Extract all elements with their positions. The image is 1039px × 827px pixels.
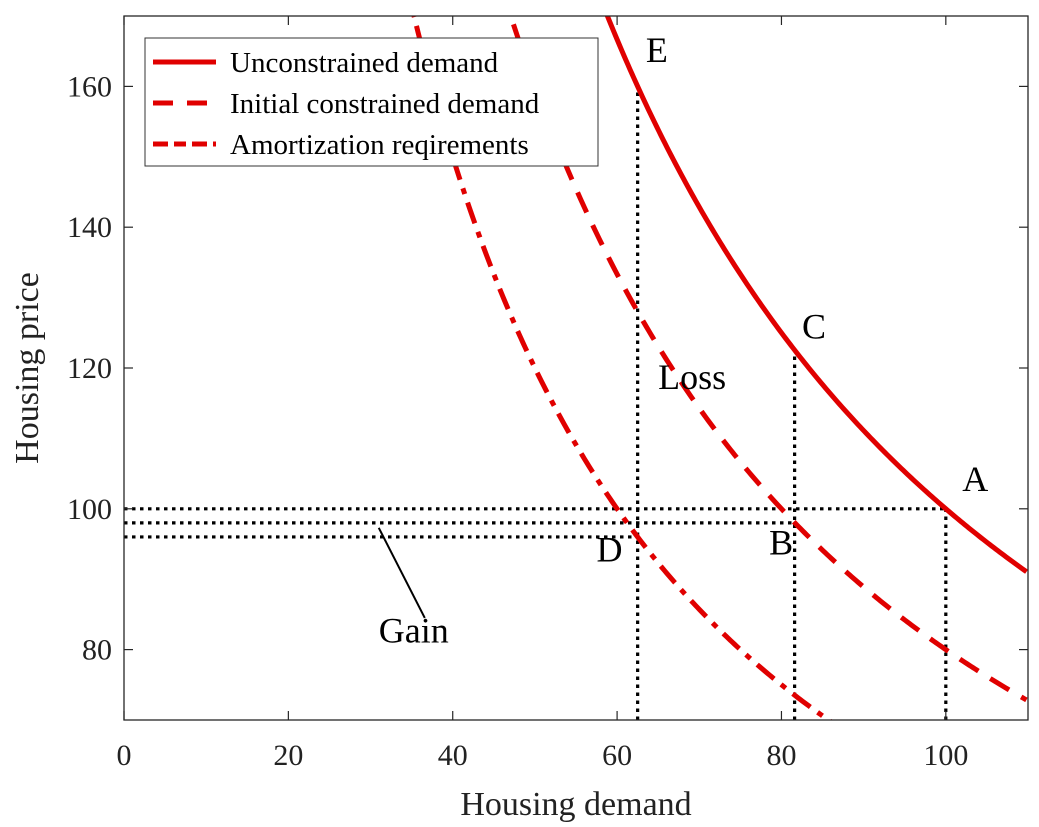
annotations-group: A B C D E Loss Gain: [377, 30, 988, 651]
point-E: E: [646, 30, 668, 70]
y-tick-label: 120: [67, 352, 112, 385]
y-tick-label: 80: [82, 634, 112, 667]
y-tick-label: 100: [67, 493, 112, 526]
point-A: A: [962, 459, 988, 499]
x-tick-label: 60: [602, 739, 632, 772]
legend: Unconstrained demand Initial constrained …: [144, 37, 599, 167]
point-D: D: [597, 530, 623, 570]
point-C: C: [802, 306, 826, 346]
series-line-2: [508, 16, 1028, 703]
legend-box: [144, 37, 599, 167]
x-tick-label: 100: [923, 739, 968, 772]
y-axis-label: Housing price: [9, 272, 46, 464]
y-tick-label: 160: [67, 70, 112, 103]
x-tick-label: 40: [438, 739, 468, 772]
ticks-group: 0 20 40 60 80 100 80 100 120 140 160: [67, 16, 1028, 772]
loss-label: Loss: [658, 357, 726, 397]
gain-pointer-line: [377, 527, 426, 619]
x-tick-label: 0: [117, 739, 132, 772]
x-axis-label: Housing demand: [460, 786, 691, 823]
point-B: B: [769, 523, 793, 563]
series-line-3: [411, 16, 833, 720]
x-tick-label: 20: [273, 739, 303, 772]
gain-label: Gain: [379, 611, 449, 651]
x-tick-label: 80: [766, 739, 796, 772]
legend-label-3: Amortization reqirements: [230, 129, 529, 161]
reference-lines: [124, 86, 948, 720]
legend-label-2: Initial constrained demand: [230, 88, 540, 120]
series-group: [411, 16, 1028, 720]
y-tick-label: 140: [67, 211, 112, 244]
series-line-1: [604, 16, 1028, 574]
legend-label-1: Unconstrained demand: [230, 47, 499, 79]
